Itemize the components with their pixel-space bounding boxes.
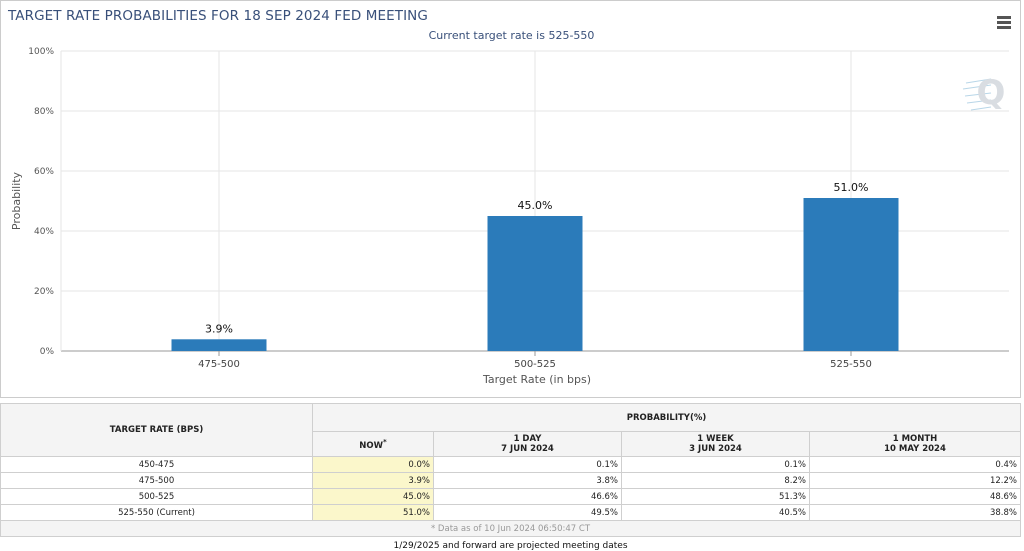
svg-text:Q: Q: [977, 73, 1006, 113]
bar-chart: Q 0% 20% 40% 60% 80% 100% 3.9% 475-500 45.0% 500-…: [10, 47, 1009, 386]
table-row: 450-475 0.0% 0.1% 0.1% 0.4%: [0, 456, 1021, 473]
x-tick-label: 525-550: [830, 359, 872, 370]
hamburger-menu-icon[interactable]: [997, 16, 1011, 29]
one-month-cell: 12.2%: [809, 472, 1021, 489]
one-month-cell: 0.4%: [809, 456, 1021, 473]
one-day-cell: 3.8%: [433, 472, 622, 489]
rate-cell: 525-550 (Current): [0, 504, 313, 521]
rate-cell: 475-500: [0, 472, 313, 489]
x-tick-label: 500-525: [514, 359, 556, 370]
one-week-cell: 8.2%: [621, 472, 810, 489]
y-tick-label: 40%: [34, 227, 54, 237]
probability-header: PROBABILITY(%): [312, 403, 1021, 432]
y-tick-label: 80%: [34, 107, 54, 117]
one-week-cell: 51.3%: [621, 488, 810, 505]
table-row: 500-525 45.0% 46.6% 51.3% 48.6%: [0, 488, 1021, 505]
y-axis-label: Probability: [10, 171, 23, 230]
chart-subtitle: Current target rate is 525-550: [428, 29, 595, 42]
one-week-cell: 40.5%: [621, 504, 810, 521]
chart-title: TARGET RATE PROBABILITIES FOR 18 SEP 202…: [8, 8, 428, 24]
table-row: 475-500 3.9% 3.8% 8.2% 12.2%: [0, 472, 1021, 489]
y-tick-label: 60%: [34, 167, 54, 177]
y-tick-label: 100%: [28, 47, 54, 57]
now-cell: 3.9%: [312, 472, 434, 489]
now-cell: 0.0%: [312, 456, 434, 473]
table-note-row: * Data as of 10 Jun 2024 06:50:47 CT: [0, 520, 1021, 537]
bar-525-550[interactable]: [803, 198, 899, 351]
rate-cell: 450-475: [0, 456, 313, 473]
data-label: 3.9%: [205, 322, 233, 335]
projected-dates-note: 1/29/2025 and forward are projected meet…: [393, 541, 628, 551]
bar-500-525[interactable]: [487, 216, 583, 351]
data-label: 45.0%: [518, 199, 553, 212]
now-cell: 51.0%: [312, 504, 434, 521]
target-rate-header: TARGET RATE (BPS): [0, 403, 313, 457]
data-timestamp-note: * Data as of 10 Jun 2024 06:50:47 CT: [0, 520, 1021, 537]
data-label: 51.0%: [834, 181, 869, 194]
now-column-header: NOW*: [312, 431, 434, 457]
probability-table: TARGET RATE (BPS) PROBABILITY(%) NOW* 1 …: [0, 403, 1021, 537]
one-day-cell: 0.1%: [433, 456, 622, 473]
now-cell: 45.0%: [312, 488, 434, 505]
chart-panel: TARGET RATE PROBABILITIES FOR 18 SEP 202…: [0, 0, 1021, 398]
one-day-cell: 49.5%: [433, 504, 622, 521]
one-month-column-header: 1 MONTH 10 MAY 2024: [809, 431, 1021, 457]
one-month-cell: 48.6%: [809, 488, 1021, 505]
table-row: 525-550 (Current) 51.0% 49.5% 40.5% 38.8…: [0, 504, 1021, 521]
one-week-cell: 0.1%: [621, 456, 810, 473]
x-axis-label: Target Rate (in bps): [482, 373, 591, 386]
one-day-cell: 46.6%: [433, 488, 622, 505]
one-month-cell: 38.8%: [809, 504, 1021, 521]
x-tick-label: 475-500: [198, 359, 240, 370]
one-day-column-header: 1 DAY 7 JUN 2024: [433, 431, 622, 457]
one-week-column-header: 1 WEEK 3 JUN 2024: [621, 431, 810, 457]
bar-475-500[interactable]: [171, 339, 267, 351]
y-tick-label: 20%: [34, 287, 54, 297]
watermark-logo: Q: [962, 73, 1006, 113]
rate-cell: 500-525: [0, 488, 313, 505]
y-tick-label: 0%: [40, 347, 55, 357]
